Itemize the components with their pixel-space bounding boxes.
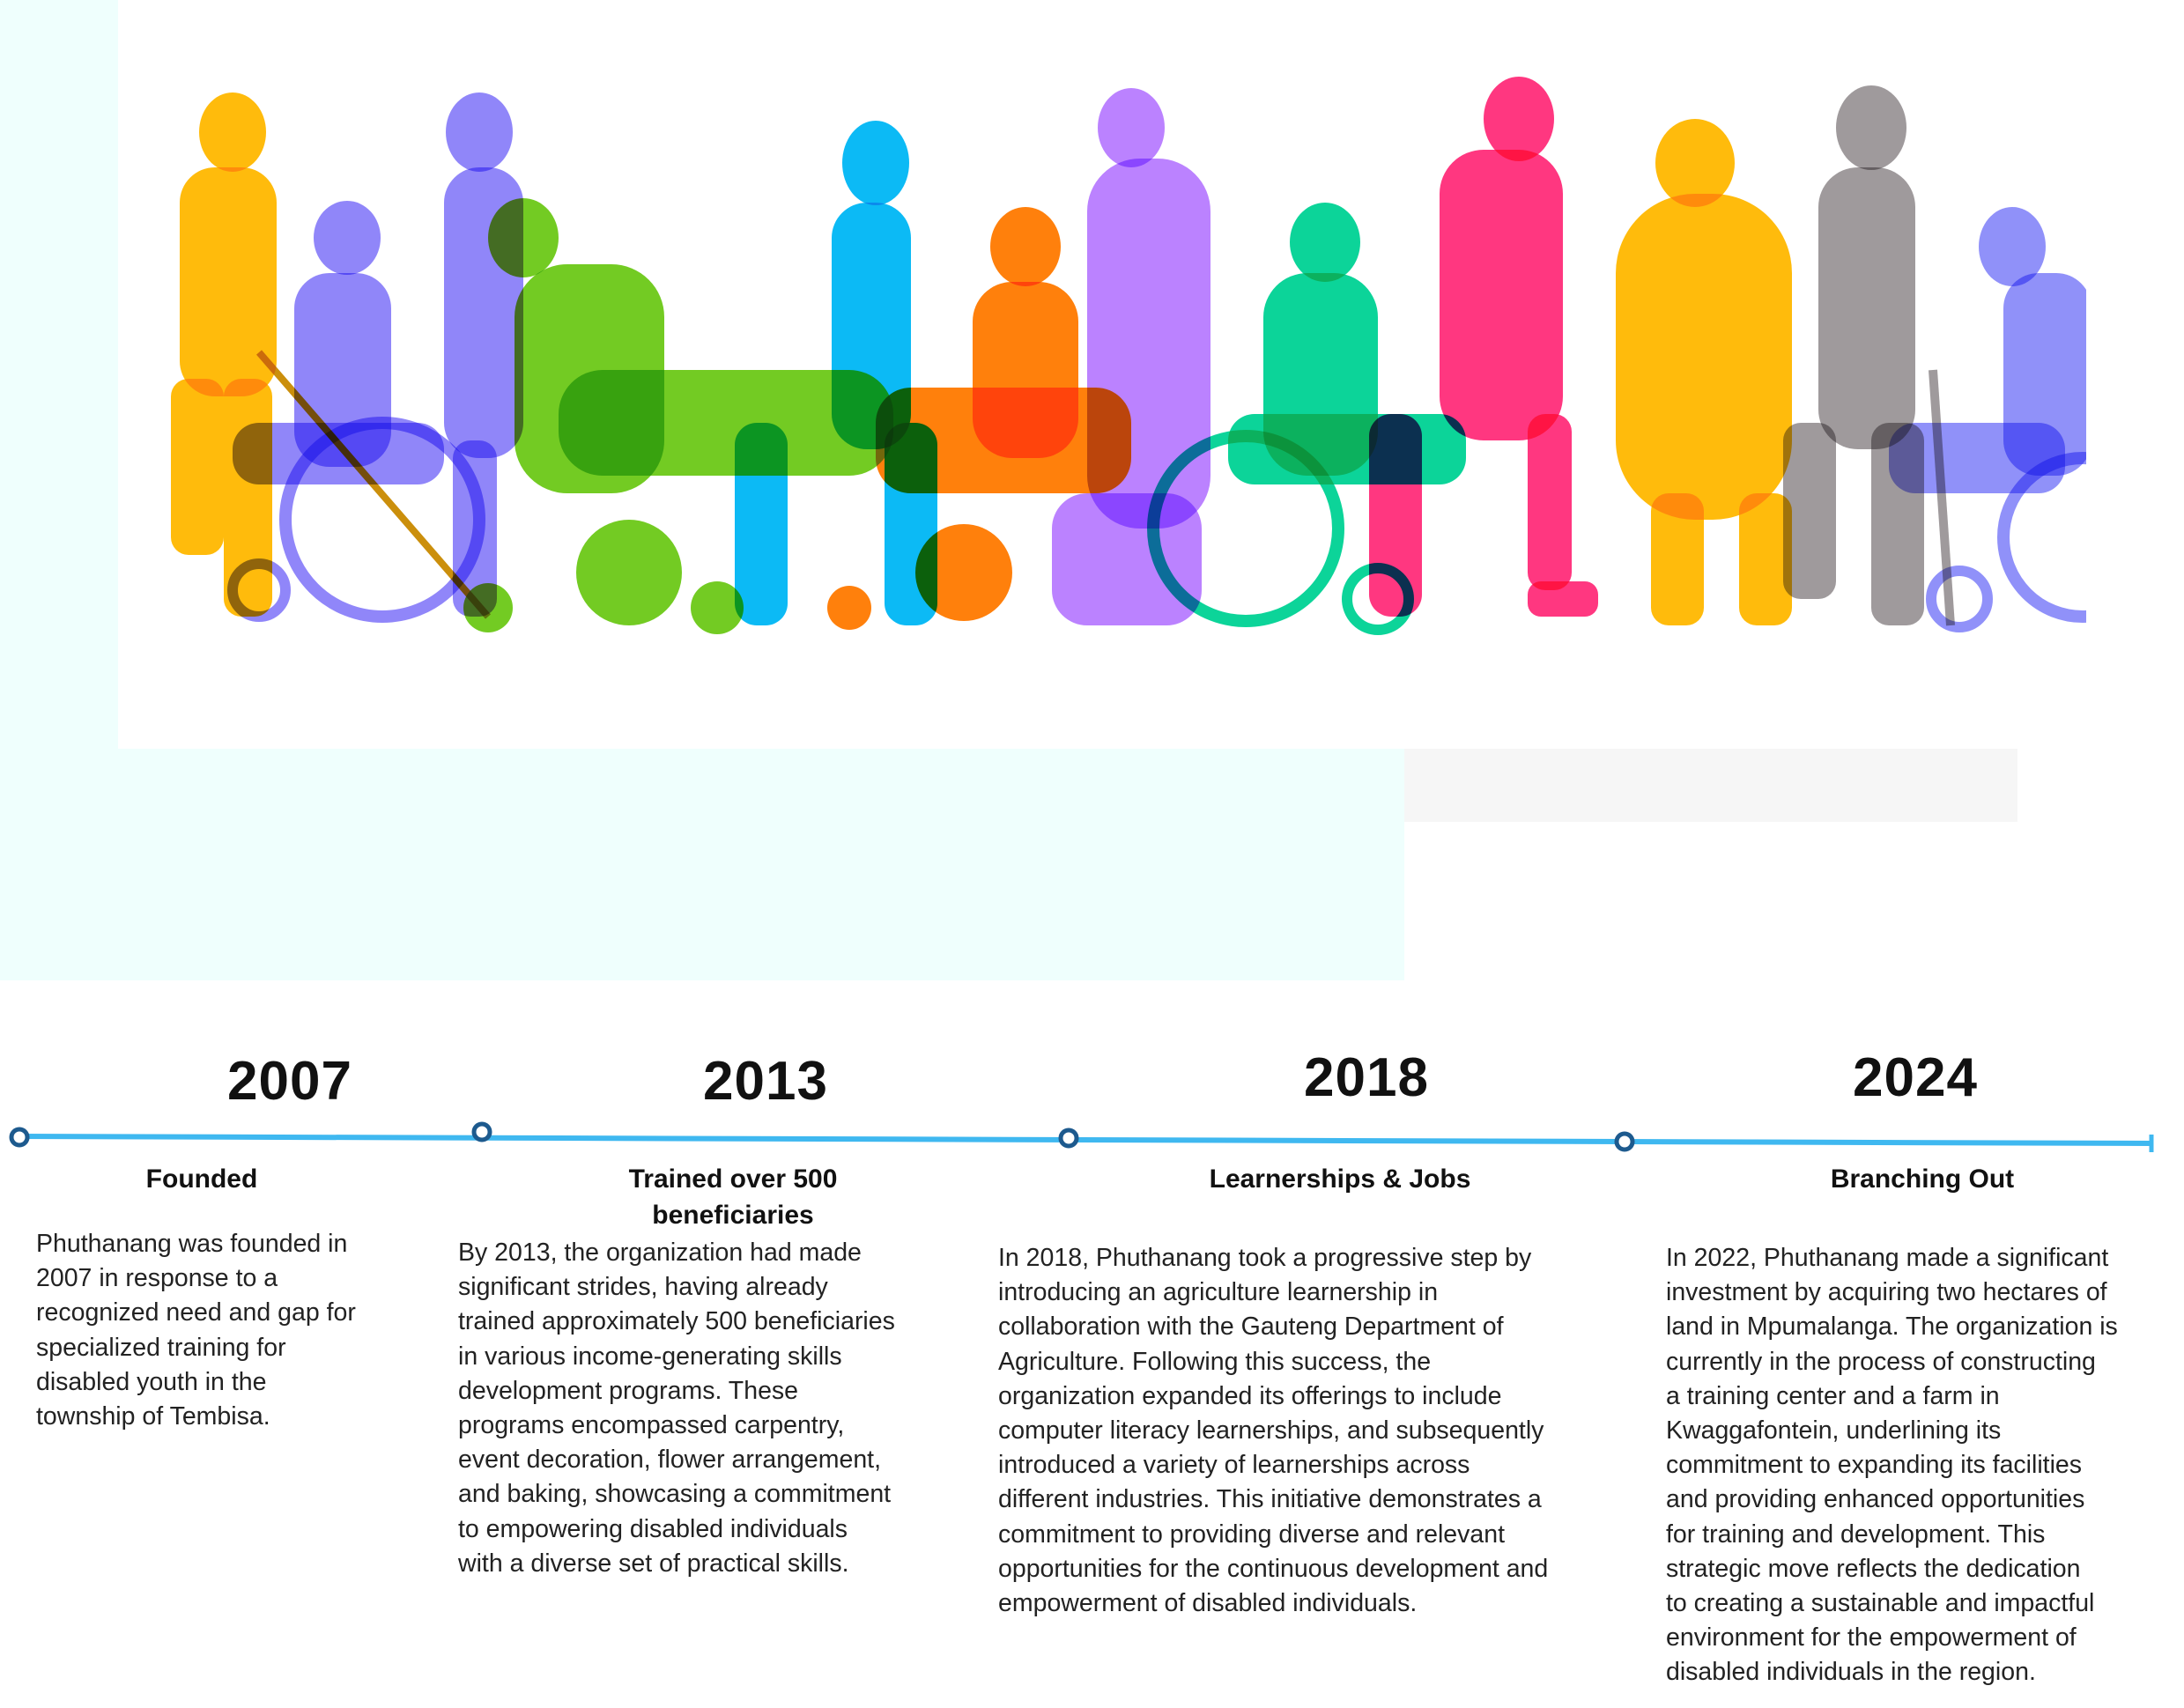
description-line: township of Tembisa. [36, 1401, 270, 1431]
description-line: computer literacy learnerships, and subs… [998, 1416, 1544, 1445]
description-line: programs encompassed carpentry, [458, 1410, 845, 1439]
description-line: investment by acquiring two hectares of [1666, 1278, 2107, 1307]
milestone-description-2024: In 2022, Phuthanang made a significant in… [1666, 1241, 2118, 1690]
description-line: development programs. These [458, 1376, 799, 1405]
milestone-description-2013: By 2013, the organization had made signif… [458, 1236, 895, 1581]
milestone-title-2013: Trained over 500 beneficiaries [629, 1161, 838, 1233]
timeline-node-2024 [1614, 1131, 1635, 1152]
description-line: introducing an agriculture learnership i… [998, 1278, 1439, 1307]
description-line: environment for the empowerment of [1666, 1623, 2077, 1653]
title-line: Learnerships & Jobs [1209, 1165, 1471, 1194]
hero-illustration [118, 0, 2168, 749]
figure-lavender [444, 92, 523, 617]
description-line: a training center and a farm in [1666, 1381, 2000, 1410]
description-line: introduced a variety of learnerships acr… [998, 1451, 1470, 1480]
description-line: In 2022, Phuthanang made a significant [1666, 1244, 2109, 1272]
description-line: and baking, showcasing a commitment [458, 1480, 892, 1509]
figure-purple [1052, 88, 1210, 625]
year-2007: 2007 [227, 1051, 352, 1112]
year-2024: 2024 [1853, 1047, 1978, 1108]
description-line: to creating a sustainable and impactful [1666, 1588, 2095, 1617]
description-line: Agriculture. Following this success, the [998, 1347, 1432, 1376]
background-tint-bottom [0, 749, 1404, 980]
description-line: By 2013, the organization had made [458, 1238, 862, 1267]
description-line: significant strides, having already [458, 1273, 828, 1302]
timeline-node-2007 [9, 1127, 30, 1148]
description-line: trained approximately 500 beneficiaries [458, 1307, 895, 1336]
timeline-track [9, 1121, 2154, 1152]
description-line: empowerment of disabled individuals. [998, 1588, 1418, 1617]
milestone-title-2007: Founded [146, 1161, 258, 1197]
description-line: commitment to expanding its facilities [1666, 1451, 2083, 1480]
figure-orange-wheelchair [827, 207, 1131, 630]
description-line: in various income-generating skills [458, 1342, 842, 1371]
description-line: specialized training for [36, 1333, 286, 1362]
description-line: 2007 in response to a [36, 1264, 278, 1293]
description-line: organization expanded its offerings to i… [998, 1381, 1502, 1410]
description-line: recognized need and gap for [36, 1298, 356, 1327]
milestone-title-2024: Branching Out [1831, 1161, 2014, 1197]
people-silhouettes-icon [171, 77, 2168, 635]
timeline-node-2018 [1058, 1128, 1079, 1149]
description-line: to empowering disabled individuals [458, 1514, 848, 1543]
figure-yellow-2 [1616, 119, 1792, 625]
description-line: event decoration, flower arrangement, [458, 1446, 882, 1475]
title-line: Trained over 500 [628, 1165, 838, 1194]
milestone-description-2007: Phuthanang was founded in 2007 in respons… [36, 1227, 356, 1434]
description-line: with a diverse set of practical skills. [458, 1549, 849, 1578]
milestone-description-2018: In 2018, Phuthanang took a progressive s… [998, 1241, 1548, 1621]
description-line: disabled youth in the [36, 1367, 267, 1396]
figure-pink [1369, 77, 1598, 617]
year-2018: 2018 [1304, 1047, 1429, 1108]
figure-violet-wheelchair [227, 201, 485, 623]
description-line: commitment to providing diverse and rele… [998, 1519, 1506, 1549]
description-line: and providing enhanced opportunities [1666, 1485, 2085, 1514]
description-line: strategic move reflects the dedication [1666, 1554, 2081, 1583]
description-line: different industries. This initiative de… [998, 1485, 1542, 1514]
milestone-title-2018: Learnerships & Jobs [1210, 1161, 1471, 1197]
figure-periwinkle-wheelchair [1889, 207, 2168, 632]
description-line: currently in the process of constructing [1666, 1347, 2096, 1376]
description-line: disabled individuals in the region. [1666, 1658, 2036, 1687]
grey-panel [1404, 749, 2017, 822]
description-line: Kwaggafontein, underlining its [1666, 1416, 2002, 1445]
timeline-node-2013 [471, 1121, 492, 1142]
description-line: land in Mpumalanga. The organization is [1666, 1312, 2118, 1342]
description-line: In 2018, Phuthanang took a progressive s… [998, 1244, 1532, 1272]
title-line: Branching Out [1830, 1165, 2015, 1194]
figure-grey [1783, 85, 1955, 626]
figure-green-wheelchair [463, 198, 893, 634]
description-line: for training and development. This [1666, 1519, 2046, 1549]
title-line: beneficiaries [652, 1201, 814, 1230]
description-line: opportunities for the continuous develop… [998, 1554, 1549, 1583]
year-2013: 2013 [703, 1051, 828, 1112]
description-line: Phuthanang was founded in [36, 1230, 348, 1258]
description-line: collaboration with the Gauteng Departmen… [998, 1312, 1504, 1342]
title-line: Founded [145, 1165, 258, 1194]
